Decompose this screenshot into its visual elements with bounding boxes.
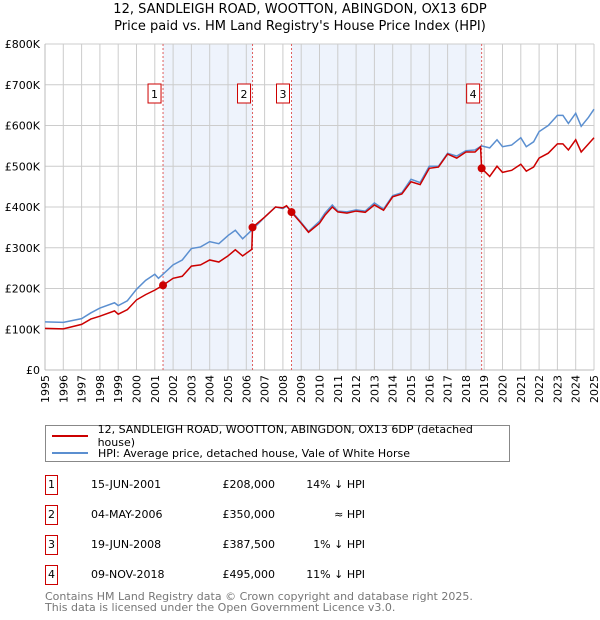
x-tick-label: 2021 [515, 375, 528, 403]
x-tick-label: 2024 [570, 375, 583, 403]
sale-price: £350,000 [222, 508, 276, 521]
x-tick-label: 2020 [497, 375, 510, 403]
x-tick-label: 1999 [112, 375, 125, 403]
sale-marker-box: 3 [45, 535, 58, 555]
sale-hpi-diff: ≈ HPI [334, 508, 365, 521]
x-tick-label: 2016 [423, 375, 436, 403]
y-tick-label: £500K [5, 160, 41, 173]
x-tick-label: 2004 [204, 375, 217, 403]
y-tick-label: £400K [5, 201, 41, 214]
x-tick-label: 1997 [76, 375, 89, 403]
x-tick-label: 2005 [222, 375, 235, 403]
sale-point [248, 223, 257, 232]
sale-point [159, 281, 168, 290]
x-tick-label: 2006 [240, 375, 253, 403]
x-tick-label: 2000 [131, 375, 144, 403]
sale-label-box [147, 83, 162, 104]
x-tick-label: 2017 [442, 375, 455, 403]
x-tick-label: 2019 [478, 375, 491, 403]
x-tick-label: 2001 [149, 375, 162, 403]
y-tick-label: £100K [5, 323, 41, 336]
sale-label: 1 [151, 88, 158, 101]
legend-swatch-red [52, 435, 88, 437]
y-tick-label: £300K [5, 242, 41, 255]
sale-date: 19-JUN-2008 [91, 538, 162, 551]
x-tick-label: 1995 [39, 375, 52, 403]
x-tick-label: 2015 [405, 375, 418, 403]
legend-label: 12, SANDLEIGH ROAD, WOOTTON, ABINGDON, O… [97, 423, 473, 449]
sale-point [477, 164, 486, 173]
sale-date: 04-MAY-2006 [91, 508, 163, 521]
x-tick-label: 2023 [551, 375, 564, 403]
sale-label-box [237, 83, 252, 104]
footer-line-1: Contains HM Land Registry data © Crown c… [45, 590, 473, 603]
legend-item-hpi: HPI: Average price, detached house, Vale… [52, 445, 410, 461]
x-tick-label: 2014 [387, 375, 400, 403]
sale-hpi-diff: 1% ↓ HPI [313, 538, 365, 551]
sale-hpi-diff: 11% ↓ HPI [306, 568, 365, 581]
sale-label: 2 [241, 88, 248, 101]
sale-marker-box: 2 [45, 505, 58, 525]
sale-label: 4 [470, 88, 477, 101]
chart-title: 12, SANDLEIGH ROAD, WOOTTON, ABINGDON, O… [113, 2, 487, 17]
x-tick-label: 1996 [57, 375, 70, 403]
sale-hpi-diff: 14% ↓ HPI [306, 478, 365, 491]
x-tick-label: 2002 [167, 375, 180, 403]
footer-line-2: This data is licensed under the Open Gov… [45, 601, 396, 614]
sale-price: £208,000 [222, 478, 276, 491]
x-tick-label: 2025 [588, 375, 600, 403]
sale-label-box [276, 83, 291, 104]
x-tick-label: 2018 [460, 375, 473, 403]
chart-subtitle: Price paid vs. HM Land Registry's House … [114, 19, 486, 34]
legend-item-property: 12, SANDLEIGH ROAD, WOOTTON, ABINGDON, O… [52, 423, 509, 449]
x-tick-label: 2010 [314, 375, 327, 403]
sale-price: £495,000 [222, 568, 276, 581]
sale-date: 09-NOV-2018 [91, 568, 165, 581]
y-tick-label: £700K [5, 79, 41, 92]
sale-row: 3 19-JUN-2008 £387,500 1% ↓ HPI [45, 535, 385, 555]
sale-row: 1 15-JUN-2001 £208,000 14% ↓ HPI [45, 475, 385, 495]
price-chart: 1995 1996 1997 1998 1999 2000 2001 2002 2003 2004… [5, 38, 600, 403]
y-tick-label: £600K [5, 120, 41, 133]
sale-point [287, 208, 296, 217]
x-tick-label: 2003 [185, 375, 198, 403]
x-tick-label: 2011 [332, 375, 345, 403]
y-tick-label: £800K [5, 38, 41, 51]
y-tick-label: £0 [26, 364, 40, 377]
x-tick-label: 2008 [277, 375, 290, 403]
sale-marker-box: 4 [45, 565, 58, 585]
x-tick-label: 2007 [259, 375, 272, 403]
hpi-line [44, 108, 595, 324]
legend: 12, SANDLEIGH ROAD, WOOTTON, ABINGDON, O… [45, 423, 510, 462]
sale-marker-box: 1 [45, 475, 58, 495]
legend-label: HPI: Average price, detached house, Vale… [98, 446, 410, 460]
sale-label-box [466, 83, 481, 104]
x-tick-label: 2012 [350, 375, 363, 403]
x-tick-label: 2013 [368, 375, 381, 403]
sale-label: 3 [280, 88, 287, 101]
x-tick-label: 1998 [94, 375, 107, 403]
sale-row: 2 04-MAY-2006 £350,000 ≈ HPI [45, 505, 385, 525]
x-tick-label: 2009 [295, 375, 308, 403]
y-tick-label: £200K [5, 283, 41, 296]
legend-swatch-blue [52, 452, 88, 454]
sale-price: £387,500 [222, 538, 276, 551]
sale-date: 15-JUN-2001 [91, 478, 162, 491]
x-tick-label: 2022 [533, 375, 546, 403]
sale-row: 4 09-NOV-2018 £495,000 11% ↓ HPI [45, 565, 385, 585]
